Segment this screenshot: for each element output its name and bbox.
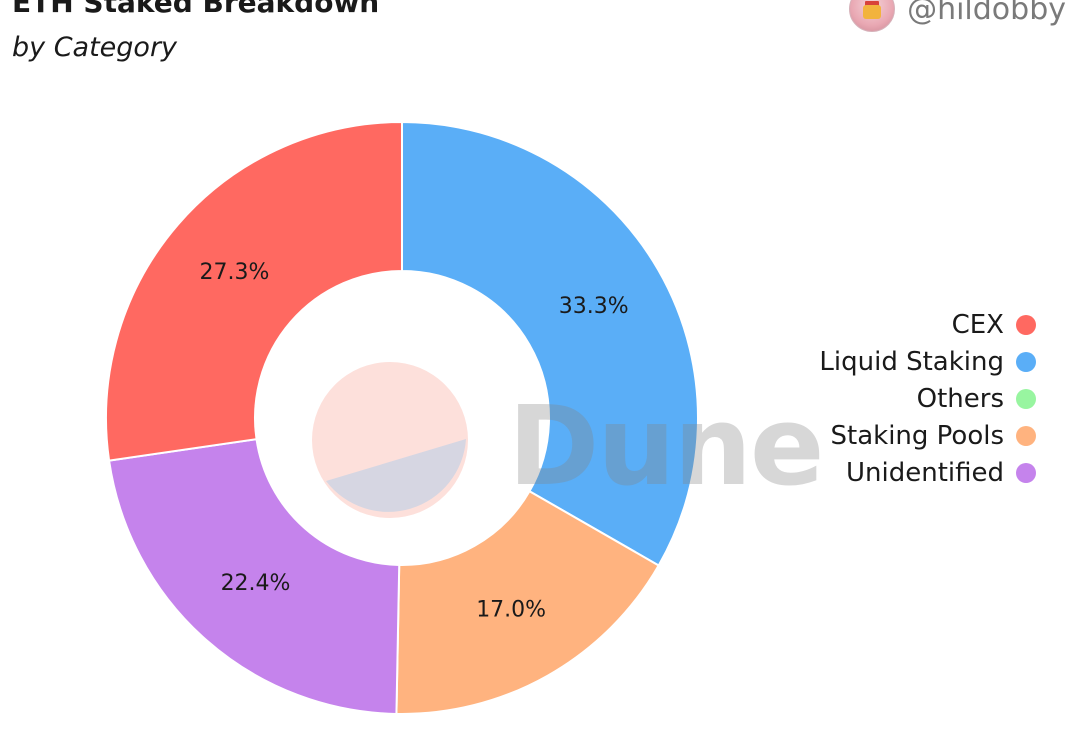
author-handle[interactable]: @hildobby <box>907 0 1066 27</box>
slice-label-liquid-staking: 33.3% <box>559 294 629 319</box>
slice-staking-pools[interactable] <box>395 489 661 715</box>
legend-label: Staking Pools <box>830 421 1005 451</box>
legend-label: CEX <box>951 310 1004 340</box>
legend-swatch <box>1016 315 1036 335</box>
author-badge[interactable]: @hildobby <box>849 0 1066 32</box>
legend-item-cex[interactable]: CEX <box>952 310 1036 340</box>
slice-labels: 33.3% 17.0% 22.4% 27.3% <box>200 260 629 623</box>
donut-slices <box>105 120 699 715</box>
avatar[interactable] <box>849 0 896 32</box>
legend-label: Unidentified <box>845 458 1004 488</box>
chart-title: ETH Staked Breakdown <box>12 0 380 19</box>
legend-item-staking-pools[interactable]: Staking Pools <box>830 421 1036 451</box>
legend-label: Liquid Staking <box>819 347 1004 377</box>
legend-swatch <box>1016 463 1036 483</box>
slice-unidentified[interactable] <box>107 438 401 715</box>
legend-swatch <box>1016 426 1036 446</box>
slice-label-staking-pools: 17.0% <box>476 598 546 623</box>
slice-liquid-staking[interactable] <box>401 120 699 567</box>
chart-subtitle: by Category <box>12 32 178 63</box>
legend-item-others[interactable]: Others <box>917 384 1036 414</box>
slice-cex[interactable] <box>105 120 403 462</box>
legend-item-liquid-staking[interactable]: Liquid Staking <box>819 347 1036 377</box>
legend-label: Others <box>916 384 1004 414</box>
slice-label-unidentified: 22.4% <box>221 571 291 596</box>
legend-swatch <box>1016 352 1036 372</box>
dune-logo-icon <box>312 362 468 518</box>
legend-item-unidentified[interactable]: Unidentified <box>846 458 1036 488</box>
dune-watermark: Dune <box>508 382 825 510</box>
chart-legend: CEX Liquid Staking Others Staking Pools Unid… <box>819 310 1036 488</box>
slice-label-cex: 27.3% <box>200 260 270 285</box>
legend-swatch <box>1016 389 1036 409</box>
